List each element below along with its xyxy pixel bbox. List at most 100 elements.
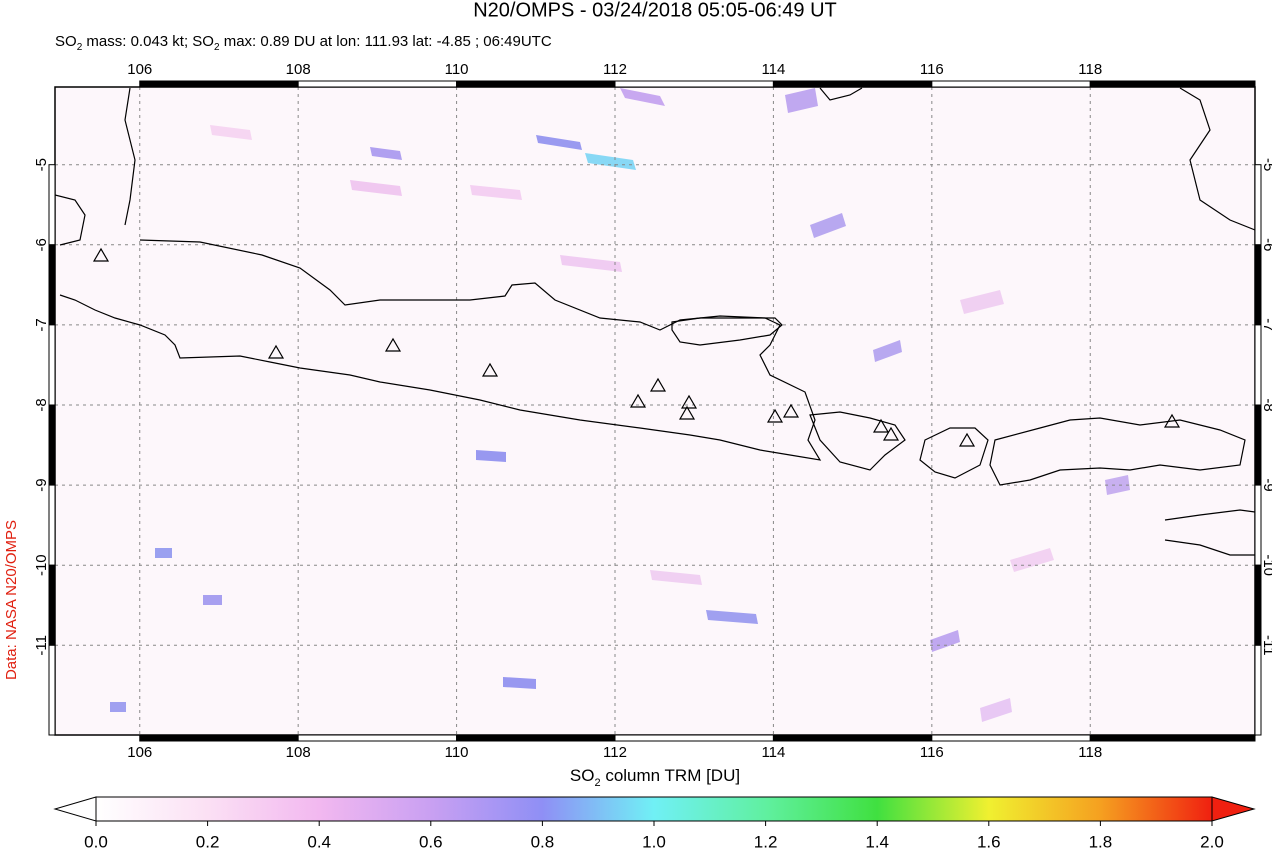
volcano-markers [92, 247, 1181, 447]
frame-bar [772, 734, 933, 742]
colorbar-tick-label: 1.6 [977, 832, 1001, 851]
frame-bar [931, 734, 1091, 742]
subtitle: SO2 mass: 0.043 kt; SO2 max: 0.89 DU at … [55, 33, 552, 53]
subtitle-part: mass: 0.043 kt; SO [82, 33, 214, 50]
coast-bali [809, 411, 906, 471]
pixel [585, 153, 636, 170]
coast-sumbawa [989, 417, 1246, 486]
frame-bar [1254, 564, 1262, 646]
colorbar-label: SO2 column TRM [DU] [570, 766, 740, 788]
frame-bar [48, 244, 56, 326]
frame-bar [1089, 80, 1256, 88]
colorbar-tick-label: 0.0 [84, 832, 108, 851]
frame-bar [1254, 404, 1262, 486]
lat-tick-label: -8 [1260, 398, 1272, 411]
lat-tick-label: -5 [1260, 158, 1272, 171]
frame-bar [48, 564, 56, 646]
frame-bars [48, 80, 1262, 742]
colorbar-tick-label: 1.2 [754, 832, 778, 851]
pixel [873, 340, 902, 362]
colorbar [95, 796, 1213, 822]
coastlines [55, 87, 1255, 556]
frame-bar [1254, 244, 1262, 326]
lon-tick-label: 112 [603, 61, 627, 78]
pixel [110, 702, 126, 712]
colorbar-label-part: column TRM [DU] [601, 766, 741, 785]
colorbar-ticks: 0.0 0.2 0.4 0.6 0.8 1.0 1.2 1.4 1.6 1.8 2.0 [84, 821, 1224, 851]
frame-bar [48, 164, 56, 246]
colorbar-tick-label: 0.4 [307, 832, 331, 851]
frame-bar [456, 734, 616, 742]
map-area [55, 87, 1255, 735]
coast-lombok [919, 427, 989, 479]
subtitle-sub: 2 [214, 42, 220, 53]
pixel [620, 88, 665, 106]
frame-bar [297, 80, 458, 88]
pixel [370, 147, 402, 160]
coast-sumatra [55, 87, 136, 246]
subtitle-part: max: 0.89 DU at lon: 111.93 lat: -4.85 ;… [220, 33, 552, 50]
subtitle-sub: 2 [77, 42, 83, 53]
frame-bar [1254, 484, 1262, 566]
frame-bar [48, 484, 56, 566]
title: N20/OMPS - 03/24/2018 05:05-06:49 UT [473, 0, 837, 21]
colorbar-tick-label: 0.6 [419, 832, 443, 851]
lon-tick-label: 116 [920, 744, 944, 761]
frame-bar [297, 734, 458, 742]
coast-borneo [819, 87, 1255, 231]
lon-tick-label: 108 [286, 744, 311, 761]
pixel [650, 570, 702, 585]
lon-tick-label: 116 [920, 61, 944, 78]
pixel [560, 255, 622, 272]
pixel [470, 185, 522, 200]
coast-java [59, 239, 822, 461]
pixel [350, 180, 402, 196]
axis-labels: 106 106 108 108 110 110 112 112 114 114 116 116 118 1… [33, 61, 1272, 761]
coast-madura [671, 317, 783, 346]
colorbar-tick-label: 0.8 [531, 832, 555, 851]
credit: Data: NASA N20/OMPS [3, 520, 20, 680]
lat-tick-label: -11 [33, 635, 50, 656]
colorbar-under [53, 796, 97, 822]
pixel [930, 630, 960, 652]
lat-tick-label: -6 [1260, 238, 1272, 251]
pixel [785, 88, 818, 113]
frame-bar [48, 644, 56, 736]
colorbar-tick-label: 1.0 [642, 832, 666, 851]
pixel [155, 548, 172, 558]
lat-tick-label: -9 [1260, 478, 1272, 491]
lat-tick-label: -9 [33, 478, 50, 491]
pixel [810, 213, 846, 238]
colorbar-over [1211, 796, 1256, 822]
coast-sumba [1164, 509, 1255, 556]
subtitle-part: SO [55, 33, 77, 50]
frame-bar [48, 324, 56, 406]
pixel [476, 450, 506, 462]
frame-bar [1089, 734, 1256, 742]
pixel [536, 135, 582, 150]
lat-tick-label: -10 [1260, 554, 1272, 576]
frame-bar [614, 80, 774, 88]
colorbar-label-part: SO [570, 766, 595, 785]
frame-bar [48, 404, 56, 486]
map-background [55, 87, 1255, 735]
lon-tick-label: 114 [761, 744, 785, 761]
lat-tick-label: -10 [33, 554, 50, 576]
colorbar-tick-label: 2.0 [1200, 832, 1224, 851]
lat-tick-label: -6 [33, 238, 50, 251]
pixel [203, 595, 222, 605]
frame-bar [1254, 164, 1262, 246]
pixel [980, 698, 1012, 722]
pixel [1010, 548, 1054, 572]
lat-tick-label: -7 [1260, 318, 1272, 331]
frame-bar [614, 734, 774, 742]
pixel [210, 125, 252, 140]
colorbar-tick-label: 1.4 [865, 832, 889, 851]
lon-tick-label: 108 [286, 61, 311, 78]
colorbar-tick-label: 1.8 [1089, 832, 1113, 851]
frame-bar [772, 80, 933, 88]
lon-tick-label: 106 [127, 744, 152, 761]
lon-tick-label: 112 [603, 744, 627, 761]
frame-bar [139, 80, 299, 88]
